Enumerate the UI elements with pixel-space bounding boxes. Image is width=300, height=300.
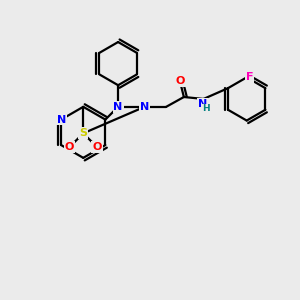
Text: O: O xyxy=(92,142,102,152)
Text: H: H xyxy=(202,104,209,113)
Text: N: N xyxy=(56,115,66,124)
Text: N: N xyxy=(198,99,207,109)
Text: O: O xyxy=(65,142,74,152)
Text: N: N xyxy=(140,102,149,112)
Text: S: S xyxy=(79,128,87,138)
Text: N: N xyxy=(113,102,123,112)
Text: F: F xyxy=(246,72,253,82)
Text: O: O xyxy=(175,76,184,86)
